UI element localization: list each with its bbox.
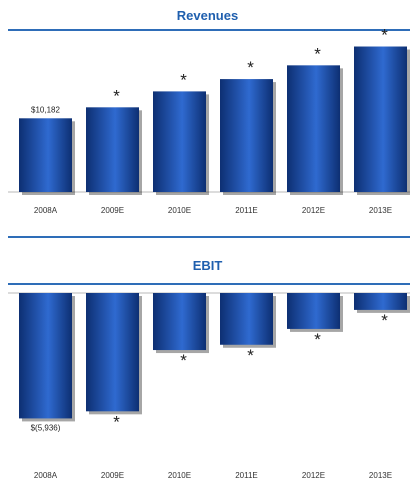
data-label: * [247,346,254,365]
data-label: * [381,26,388,45]
ebit-section-rule [8,236,410,238]
bar-2012E [287,65,340,192]
revenues-title: Revenues [176,8,239,23]
data-label: * [381,311,388,330]
data-label: * [314,330,321,349]
category-label: 2010E [168,471,191,480]
revenues-title-rule [8,29,410,31]
category-label: 2011E [235,206,258,215]
data-label: * [180,70,187,89]
bar-2009E [86,107,139,192]
category-label: 2008A [34,206,58,215]
ebit-title: EBIT [192,258,223,273]
category-label: 2009E [101,206,124,215]
category-label: 2009E [101,471,124,480]
bar-2008A [19,293,72,419]
category-label: 2008A [34,471,58,480]
category-label: 2013E [369,206,392,215]
category-label: 2012E [302,471,325,480]
data-label: * [314,44,321,63]
data-label: $(5,936) [31,423,61,432]
bar-2013E [354,46,407,193]
data-label: * [113,86,120,105]
bar-2008A [19,118,72,192]
bar-2013E [354,293,407,310]
ebit-title-rule [8,283,410,285]
revenues-chart: $10,182 2008A * 2009E * 2010E * 2011E * 2012E * 201… [8,26,410,215]
bar-2010E [153,293,206,351]
data-label: * [113,412,120,431]
category-label: 2013E [369,471,392,480]
bar-2010E [153,91,206,192]
bar-2012E [287,293,340,329]
data-label: $10,182 [31,105,60,114]
category-label: 2012E [302,206,325,215]
bar-2009E [86,293,139,412]
data-label: * [247,58,254,77]
bar-2011E [220,293,273,345]
category-label: 2011E [235,471,258,480]
data-label: * [180,351,187,370]
category-label: 2010E [168,206,191,215]
bar-2011E [220,79,273,192]
